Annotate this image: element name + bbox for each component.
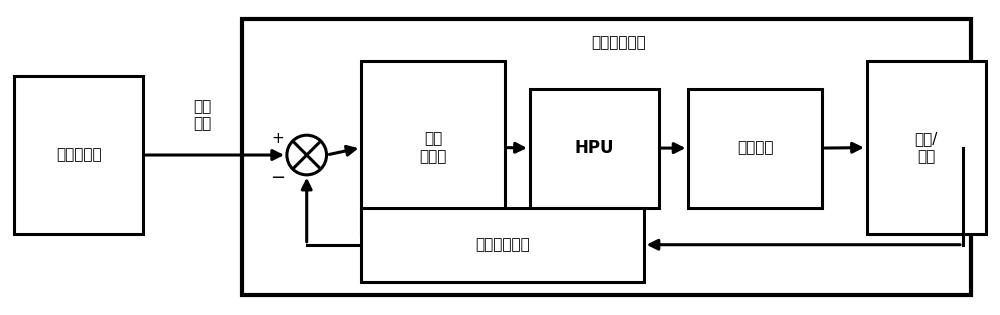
Text: 推舵机构: 推舵机构 (737, 140, 773, 156)
Text: 舵杆/
舵叶: 舵杆/ 舵叶 (915, 131, 938, 164)
Bar (688, 89, 822, 208)
Text: +: + (272, 131, 284, 146)
Bar (361, 208, 644, 282)
Bar (14, 76, 143, 234)
Bar (530, 89, 659, 208)
Bar (361, 61, 505, 234)
Text: 舵角
指令: 舵角 指令 (194, 99, 212, 132)
Text: HPU: HPU (574, 139, 614, 157)
Text: 伺服
控制箱: 伺服 控制箱 (419, 131, 447, 164)
Bar (242, 19, 971, 295)
Bar (867, 61, 986, 234)
Text: 舵角反馈机构: 舵角反馈机构 (475, 237, 530, 252)
Text: 舵角闭环控制: 舵角闭环控制 (592, 36, 646, 50)
Text: 指令发送箱: 指令发送箱 (56, 147, 102, 163)
Text: −: − (270, 169, 286, 187)
